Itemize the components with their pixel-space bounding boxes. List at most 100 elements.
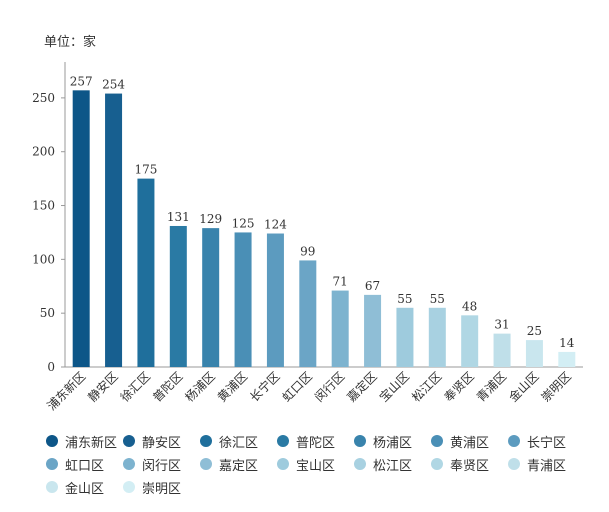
data-label: 257 xyxy=(70,74,93,88)
legend-item[interactable]: 崇明区 xyxy=(123,478,182,497)
legend-label: 黄浦区 xyxy=(450,435,490,451)
legend-swatch xyxy=(123,458,135,470)
bar xyxy=(137,178,155,367)
legend-swatch xyxy=(123,435,135,447)
data-label: 48 xyxy=(462,299,477,313)
legend-item[interactable]: 虹口区 xyxy=(46,455,105,474)
legend-swatch xyxy=(431,458,443,470)
legend-swatch xyxy=(46,435,58,447)
legend-label: 徐汇区 xyxy=(219,435,259,451)
legend-label: 长宁区 xyxy=(527,435,567,451)
legend-item[interactable]: 浦东新区 xyxy=(46,432,118,451)
legend-swatch xyxy=(123,481,135,493)
bar xyxy=(525,340,543,367)
legend-item[interactable]: 松江区 xyxy=(354,455,413,474)
x-tick-label: 金山区 xyxy=(505,369,541,405)
x-tick-label: 嘉定区 xyxy=(344,369,380,405)
unit-label: 单位：家 xyxy=(44,35,97,50)
legend-swatch xyxy=(508,458,520,470)
legend-swatch xyxy=(354,458,366,470)
bar xyxy=(299,260,317,367)
legend-swatch xyxy=(200,435,212,447)
legend-item[interactable]: 嘉定区 xyxy=(200,455,259,474)
legend-label: 崇明区 xyxy=(142,481,182,497)
y-tick-label: 0 xyxy=(47,360,55,374)
x-tick-label: 虹口区 xyxy=(280,369,315,404)
legend-label: 闵行区 xyxy=(142,458,182,474)
legend-label: 静安区 xyxy=(142,435,182,451)
legend-item[interactable]: 闵行区 xyxy=(123,455,182,474)
legend-item[interactable]: 普陀区 xyxy=(277,432,336,451)
data-label: 124 xyxy=(264,218,287,232)
y-tick-label: 150 xyxy=(32,199,55,213)
bar xyxy=(105,93,123,367)
bar xyxy=(428,307,446,367)
x-tick-label: 浦东新区 xyxy=(44,369,89,414)
data-label: 131 xyxy=(167,210,190,224)
x-tick-label: 奉贤区 xyxy=(441,369,476,404)
y-tick-label: 50 xyxy=(40,306,55,320)
legend-item[interactable]: 杨浦区 xyxy=(354,432,413,451)
legend-item[interactable]: 奉贤区 xyxy=(431,455,490,474)
bar xyxy=(493,333,511,367)
legend-swatch xyxy=(354,435,366,447)
legend-item[interactable]: 徐汇区 xyxy=(200,432,259,451)
legend-swatch xyxy=(277,435,289,447)
x-tick-label: 松江区 xyxy=(409,369,444,404)
data-label: 55 xyxy=(430,292,445,306)
legend-label: 宝山区 xyxy=(296,458,336,474)
legend-swatch xyxy=(200,458,212,470)
bar xyxy=(234,232,252,367)
legend-label: 杨浦区 xyxy=(373,435,413,451)
data-label: 31 xyxy=(494,318,509,332)
bar xyxy=(169,225,187,367)
data-label: 25 xyxy=(527,324,542,338)
legend-label: 虹口区 xyxy=(65,458,105,474)
legend-swatch xyxy=(46,481,58,493)
bar xyxy=(202,228,220,367)
x-tick-label: 闵行区 xyxy=(311,369,347,405)
data-label: 254 xyxy=(102,78,125,92)
data-label: 71 xyxy=(333,275,348,289)
legend-label: 金山区 xyxy=(65,481,105,497)
data-label: 175 xyxy=(134,163,157,177)
x-tick-label: 静安区 xyxy=(85,369,121,405)
legend-label: 浦东新区 xyxy=(65,435,118,451)
bar xyxy=(461,315,479,367)
data-label: 125 xyxy=(232,216,255,230)
legend-swatch xyxy=(46,458,58,470)
data-label: 55 xyxy=(397,292,412,306)
legend-item[interactable]: 黄浦区 xyxy=(431,432,490,451)
x-tick-label: 青浦区 xyxy=(474,369,509,404)
data-label: 67 xyxy=(365,279,380,293)
x-tick-label: 崇明区 xyxy=(539,369,574,404)
bar xyxy=(558,351,576,367)
x-tick-label: 徐汇区 xyxy=(117,369,153,405)
legend-item[interactable]: 金山区 xyxy=(46,478,105,497)
bar xyxy=(331,290,349,367)
bar xyxy=(72,90,90,367)
x-tick-label: 长宁区 xyxy=(246,369,282,405)
bar xyxy=(364,294,382,367)
y-tick-label: 100 xyxy=(32,252,55,266)
bar xyxy=(396,307,414,367)
legend-swatch xyxy=(277,458,289,470)
legend-item[interactable]: 长宁区 xyxy=(508,432,567,451)
legend-swatch xyxy=(431,435,443,447)
data-label: 14 xyxy=(559,336,575,350)
bar xyxy=(266,233,284,367)
data-label: 99 xyxy=(300,244,315,258)
legend-label: 嘉定区 xyxy=(219,458,259,474)
legend-label: 松江区 xyxy=(373,458,413,474)
legend-swatch xyxy=(508,435,520,447)
legend-item[interactable]: 静安区 xyxy=(123,432,182,451)
y-tick-label: 200 xyxy=(32,145,55,159)
legend-item[interactable]: 青浦区 xyxy=(508,455,566,474)
y-tick-label: 250 xyxy=(32,91,55,105)
x-tick-label: 宝山区 xyxy=(377,369,412,404)
legend-item[interactable]: 宝山区 xyxy=(277,455,336,474)
data-label: 129 xyxy=(199,212,222,226)
x-tick-label: 普陀区 xyxy=(149,369,185,405)
legend-label: 奉贤区 xyxy=(450,458,490,474)
legend-label: 普陀区 xyxy=(296,435,336,451)
